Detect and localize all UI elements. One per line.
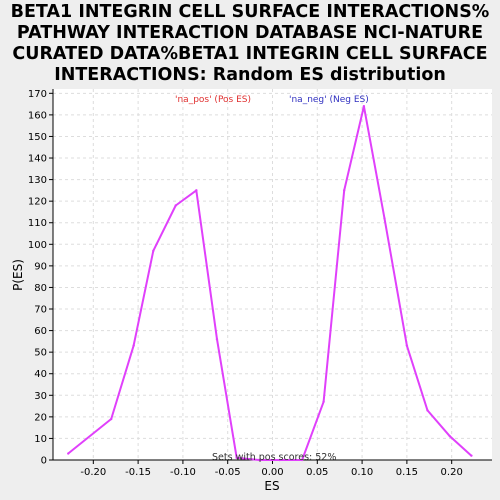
y-tick-label: 160 (28, 110, 47, 121)
legend-pos-label: 'na_pos' (Pos ES) (175, 95, 251, 105)
x-tick-label: 0.05 (306, 467, 328, 478)
y-tick-label: 110 (28, 218, 47, 229)
y-tick-label: 150 (28, 132, 47, 143)
data-point (67, 452, 70, 455)
x-tick-label: 0.20 (441, 467, 463, 478)
y-tick-label: 130 (28, 175, 47, 186)
data-point (215, 338, 219, 341)
x-tick-label: 0.00 (261, 467, 283, 478)
data-point (257, 458, 261, 462)
y-tick-label: 80 (34, 283, 47, 294)
data-point (426, 409, 429, 412)
x-tick-label: 0.10 (351, 467, 373, 478)
pos-scores-note: Sets with pos scores: 52% (212, 452, 336, 463)
y-tick-label: 70 (34, 305, 47, 316)
y-tick-label: 90 (34, 261, 47, 272)
chart-title: BETA1 INTEGRIN CELL SURFACE INTERACTIONS… (10, 2, 490, 85)
data-point (322, 400, 325, 403)
y-tick-label: 100 (28, 240, 47, 251)
data-point (132, 344, 135, 347)
data-point (235, 456, 238, 460)
y-axis-label: P(ES) (11, 259, 25, 291)
y-tick-label: 0 (41, 456, 47, 467)
y-tick-label: 170 (28, 89, 47, 100)
x-tick-label: -0.20 (80, 467, 106, 478)
data-point (174, 204, 177, 207)
x-tick-label: -0.05 (215, 467, 241, 478)
data-point (383, 217, 386, 220)
data-point (362, 105, 366, 108)
y-tick-label: 50 (34, 348, 47, 359)
x-tick-label: 0.15 (396, 467, 418, 478)
y-tick-label: 10 (34, 434, 47, 445)
data-point (195, 189, 198, 192)
data-point (470, 454, 473, 457)
data-point (278, 458, 281, 462)
data-point (152, 249, 155, 252)
data-point (405, 344, 409, 347)
y-tick-label: 60 (34, 326, 47, 337)
series-group (67, 105, 473, 462)
legend-neg-label: 'na_neg' (Neg ES) (289, 95, 369, 105)
data-point (448, 435, 452, 438)
data-point (300, 458, 304, 462)
data-point (342, 189, 346, 192)
y-tick-label: 40 (34, 369, 47, 380)
grid-lines (53, 89, 492, 461)
y-tick-label: 120 (28, 197, 47, 208)
data-point (110, 417, 113, 421)
x-tick-label: -0.15 (125, 467, 151, 478)
y-tick-label: 30 (34, 391, 47, 402)
y-tick-label: 20 (34, 412, 47, 423)
x-tick-label: -0.10 (170, 467, 196, 478)
x-axis-label: ES (264, 479, 279, 493)
y-tick-label: 140 (28, 154, 47, 165)
